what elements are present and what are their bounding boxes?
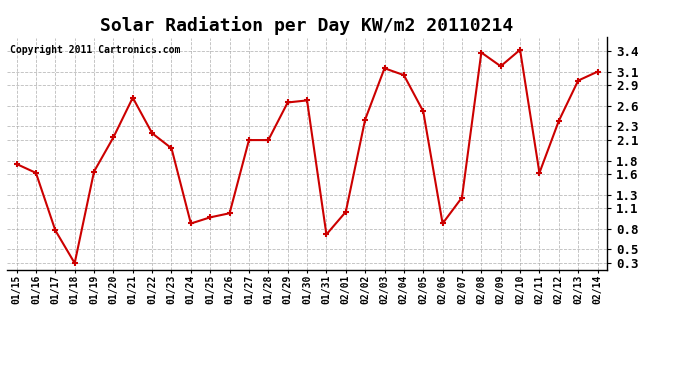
Text: Copyright 2011 Cartronics.com: Copyright 2011 Cartronics.com	[10, 45, 180, 54]
Title: Solar Radiation per Day KW/m2 20110214: Solar Radiation per Day KW/m2 20110214	[101, 16, 513, 34]
